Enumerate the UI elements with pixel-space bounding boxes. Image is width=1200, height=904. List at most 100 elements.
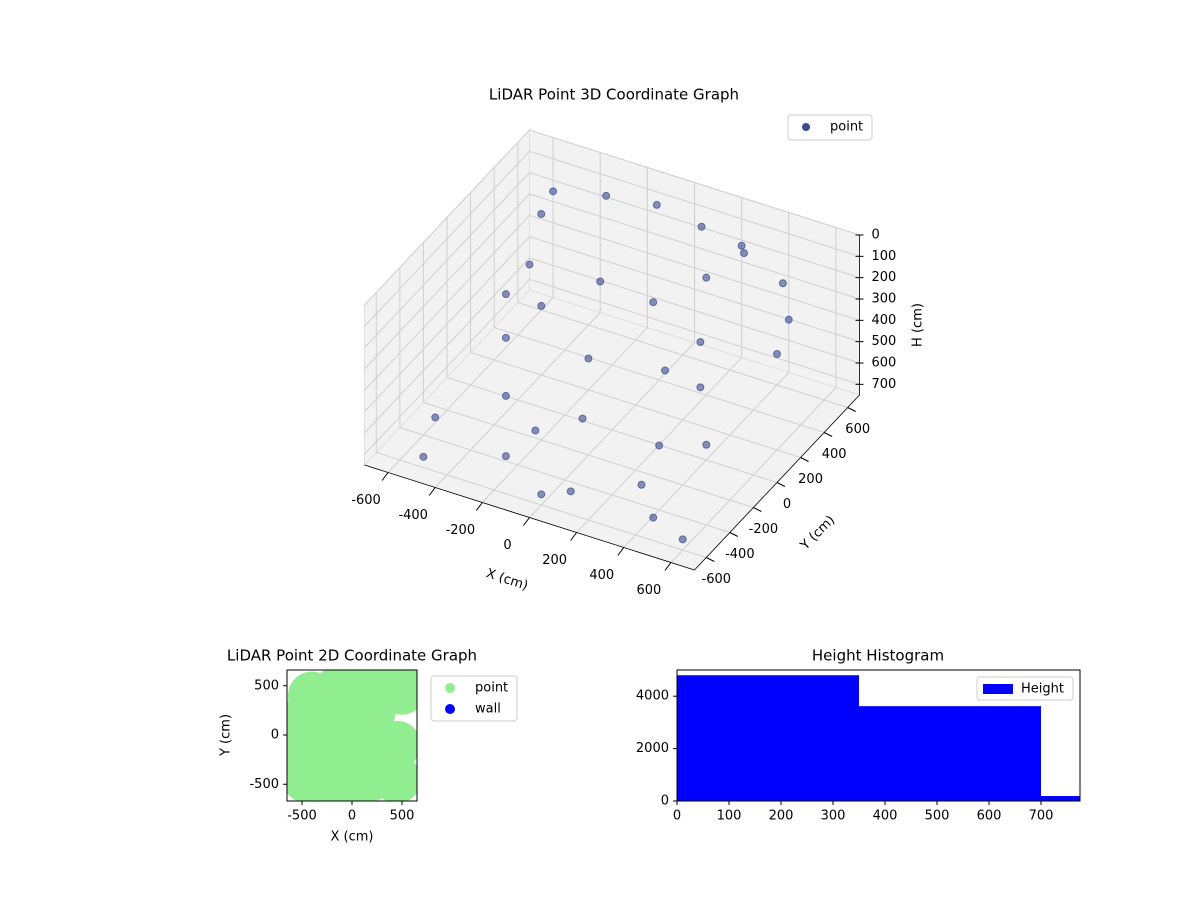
point xyxy=(419,452,428,461)
legend-marker xyxy=(802,123,810,131)
point xyxy=(525,260,534,269)
legend-label: point xyxy=(475,681,508,696)
z-tick-label: 300 xyxy=(872,292,897,307)
legend-box xyxy=(430,675,518,722)
grid-line xyxy=(529,182,695,518)
y-tick-label: 500 xyxy=(254,678,279,693)
x-tick-label: -400 xyxy=(398,508,428,523)
bar xyxy=(677,675,859,801)
x-tick-label: -500 xyxy=(287,809,317,824)
point xyxy=(596,277,605,286)
x-tick-label: 500 xyxy=(390,809,415,824)
grid-line xyxy=(470,192,801,458)
tick xyxy=(664,562,672,571)
point xyxy=(702,440,711,449)
x-tick-label: 200 xyxy=(769,809,794,824)
grid-line xyxy=(623,212,790,548)
grid-line xyxy=(364,257,860,434)
point xyxy=(537,301,546,310)
tick xyxy=(776,482,786,487)
y-tick-label: 4000 xyxy=(636,689,669,704)
tick xyxy=(475,502,483,511)
plot-area xyxy=(287,670,417,801)
grid-line xyxy=(399,267,731,533)
chart-title: Height Histogram xyxy=(812,647,944,665)
point xyxy=(678,535,687,544)
legend-label: point xyxy=(830,120,863,135)
x-tick-label: -600 xyxy=(351,493,381,508)
x-tick-label: 300 xyxy=(821,809,846,824)
point xyxy=(373,720,417,769)
point xyxy=(696,383,705,392)
chart-title: LiDAR Point 2D Coordinate Graph xyxy=(227,647,477,665)
grid-line xyxy=(422,242,754,508)
tick xyxy=(617,547,625,556)
tick xyxy=(523,517,530,526)
x-tick-label: 0 xyxy=(348,809,356,824)
x-tick-label: 500 xyxy=(925,809,950,824)
point xyxy=(323,670,371,700)
z-axis-label: H (cm) xyxy=(911,303,926,347)
point xyxy=(737,241,746,250)
point xyxy=(655,441,664,450)
x-tick-label: 600 xyxy=(977,809,1002,824)
grid-line xyxy=(364,172,860,349)
point xyxy=(501,290,510,299)
grid-line xyxy=(481,167,648,503)
y-tick-label: -400 xyxy=(725,547,755,562)
y-tick-label: 600 xyxy=(845,422,870,437)
axis-line xyxy=(364,464,695,571)
z-tick-label: 500 xyxy=(872,334,897,349)
legend-label: wall xyxy=(475,702,501,717)
point xyxy=(549,187,558,196)
point xyxy=(649,298,658,307)
point xyxy=(537,210,546,218)
point xyxy=(501,452,510,461)
y-tick-label: 2000 xyxy=(636,741,669,756)
legend-swatch xyxy=(983,684,1013,694)
point xyxy=(773,350,781,358)
y-tick-label: -600 xyxy=(702,572,732,587)
y-tick-label: -200 xyxy=(749,522,779,537)
point xyxy=(696,338,705,347)
tick xyxy=(381,472,389,481)
x-tick-label: 400 xyxy=(589,568,614,583)
point xyxy=(501,333,510,342)
tick xyxy=(847,407,856,412)
point xyxy=(778,279,787,288)
point xyxy=(531,426,540,435)
y-tick-label: 0 xyxy=(783,497,791,512)
z-tick-label: 400 xyxy=(872,313,897,328)
tick xyxy=(729,532,739,537)
point xyxy=(584,354,593,363)
tick xyxy=(823,432,833,437)
plot-area xyxy=(677,675,1080,801)
point xyxy=(602,191,611,200)
chart-title: LiDAR Point 3D Coordinate Graph xyxy=(489,86,739,104)
point xyxy=(537,490,546,499)
grid-line xyxy=(364,278,860,455)
x-tick-label: 400 xyxy=(873,809,898,824)
z-tick-label: 200 xyxy=(872,270,897,285)
bar xyxy=(859,706,1041,801)
z-tick-label: 100 xyxy=(872,249,897,264)
point xyxy=(501,391,510,400)
grid-line xyxy=(446,217,778,483)
grid-line xyxy=(493,167,825,433)
legend-box xyxy=(976,676,1074,701)
grid-line xyxy=(670,227,837,563)
point xyxy=(702,273,711,282)
x-tick-label: 700 xyxy=(1029,809,1054,824)
y-tick-label: 0 xyxy=(661,794,669,809)
y-tick-label: -500 xyxy=(249,777,279,792)
y-axis-label: Y (cm) xyxy=(797,513,838,554)
x-tick-label: 100 xyxy=(717,809,742,824)
legend-marker xyxy=(445,683,455,693)
point xyxy=(740,249,748,258)
y-axis-label: Y (cm) xyxy=(219,714,234,757)
point xyxy=(578,414,587,423)
grid-line xyxy=(364,236,860,413)
point xyxy=(637,480,646,489)
y-tick-label: 0 xyxy=(271,728,279,743)
